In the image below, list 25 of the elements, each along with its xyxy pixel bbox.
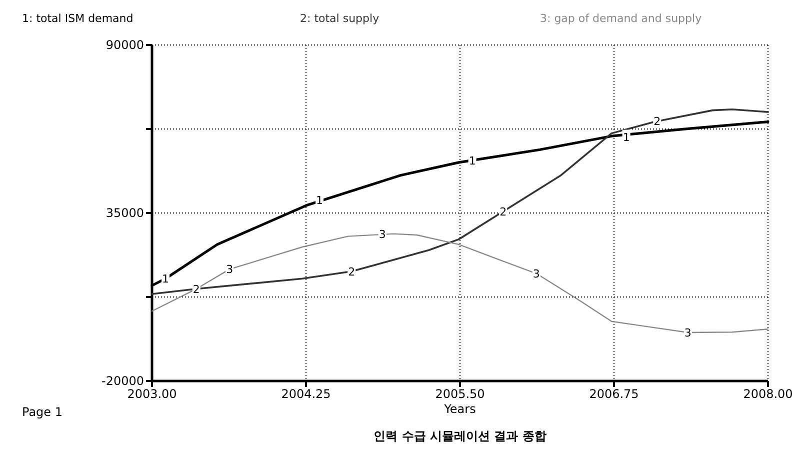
annotation: 3 — [684, 326, 692, 340]
text: 2: total supply — [300, 12, 380, 25]
y-tick-label: -20000 — [101, 374, 144, 388]
text: Page 1 — [22, 405, 62, 419]
annotation: 3 — [378, 228, 386, 241]
annotation: 2 — [348, 265, 356, 278]
x-tick-label: 2008.00 — [743, 387, 793, 401]
y-tick-label: 90000 — [106, 38, 144, 52]
annotation: 1 — [316, 194, 324, 208]
text: 3: gap of demand and supply — [540, 12, 702, 25]
annotation: 2 — [192, 282, 200, 296]
annotation: 2 — [500, 206, 507, 219]
annotation: 3 — [226, 263, 234, 276]
x-tick-label: 2004.25 — [281, 387, 331, 401]
x-tick-label: 2003.00 — [127, 387, 177, 401]
text: 인력 수급 시뮬레이션 결과 종합 — [374, 429, 546, 443]
annotation: 1 — [468, 154, 476, 168]
text: 1: total ISM demand — [22, 12, 134, 25]
annotation: 2 — [654, 114, 661, 128]
annotation: 1 — [622, 130, 630, 144]
y-tick-label: 35000 — [106, 206, 144, 220]
x-axis-title: Years — [443, 402, 476, 416]
x-tick-label: 2005.50 — [435, 387, 485, 401]
annotation: 3 — [532, 268, 540, 281]
x-tick-label: 2006.75 — [589, 387, 639, 401]
